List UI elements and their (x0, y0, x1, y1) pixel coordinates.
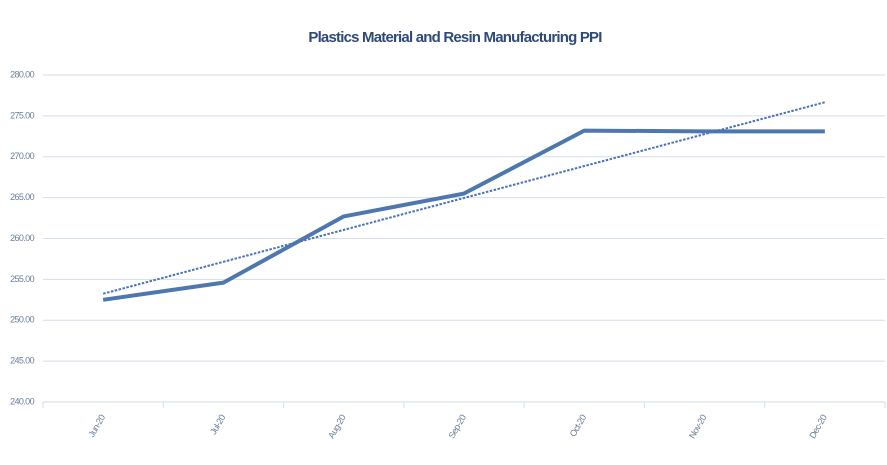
y-tick-label: 270.00 (10, 151, 35, 161)
y-tick-label: 265.00 (10, 192, 35, 202)
chart-title: Plastics Material and Resin Manufacturin… (308, 29, 602, 46)
y-tick-label: 240.00 (10, 396, 35, 406)
y-tick-label: 245.00 (10, 356, 35, 366)
y-tick-label: 275.00 (10, 110, 35, 120)
y-tick-label: 250.00 (10, 315, 35, 325)
trendline (102, 101, 826, 295)
y-tick-label: 280.00 (10, 69, 35, 79)
y-tick-label: 255.00 (10, 274, 35, 284)
y-tick-label: 260.00 (10, 233, 35, 243)
data-line (102, 128, 825, 302)
